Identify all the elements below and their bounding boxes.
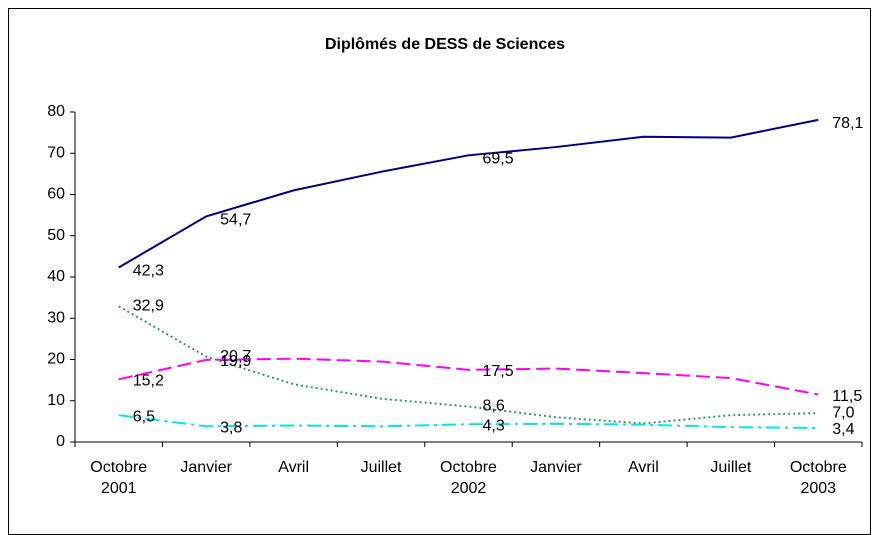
y-tick-label: 40: [47, 268, 65, 285]
data-label: 8,6: [483, 398, 505, 415]
x-tick-label: Juillet: [361, 459, 402, 476]
series-line: [118, 357, 819, 396]
data-label: 19,9: [220, 353, 251, 370]
chart-title: Diplômés de DESS de Sciences: [325, 36, 565, 53]
y-tick-label: 80: [47, 103, 65, 120]
x-tick-label: Janvier: [180, 459, 232, 476]
series-line: [118, 414, 819, 429]
data-label: 6,5: [133, 408, 155, 425]
y-tick-label: 60: [47, 186, 65, 203]
data-label: 42,3: [133, 263, 164, 280]
x-tick-label: Octobre: [440, 459, 497, 476]
data-label: 69,5: [483, 151, 514, 168]
data-label: 54,7: [220, 212, 251, 229]
x-tick-label: Octobre: [790, 459, 847, 476]
x-tick-label: 2001: [101, 480, 137, 497]
x-tick-label: Octobre: [90, 459, 147, 476]
data-label: 3,8: [220, 420, 242, 437]
data-label: 7,0: [832, 404, 854, 421]
y-tick-label: 70: [47, 144, 65, 161]
series-line: [118, 305, 819, 425]
y-tick-label: 0: [56, 433, 65, 450]
data-label: 15,2: [133, 373, 164, 390]
data-label: 4,3: [483, 417, 505, 434]
y-tick-label: 50: [47, 227, 65, 244]
x-tick-label: Avril: [278, 459, 309, 476]
x-tick-label: Juillet: [710, 459, 751, 476]
x-tick-label: Avril: [628, 459, 659, 476]
x-tick-label: 2003: [800, 480, 836, 497]
series-line: [118, 118, 819, 269]
x-tick-label: 2002: [451, 480, 487, 497]
y-tick-label: 30: [47, 309, 65, 326]
y-tick-label: 20: [47, 351, 65, 368]
data-label: 3,4: [832, 421, 854, 438]
x-tick-label: Janvier: [530, 459, 582, 476]
data-label: 32,9: [133, 298, 164, 315]
data-label: 78,1: [832, 115, 863, 132]
data-label: 17,5: [483, 363, 514, 380]
chart-border: [8, 8, 871, 535]
y-tick-label: 10: [47, 392, 65, 409]
data-label: 11,5: [832, 388, 862, 405]
